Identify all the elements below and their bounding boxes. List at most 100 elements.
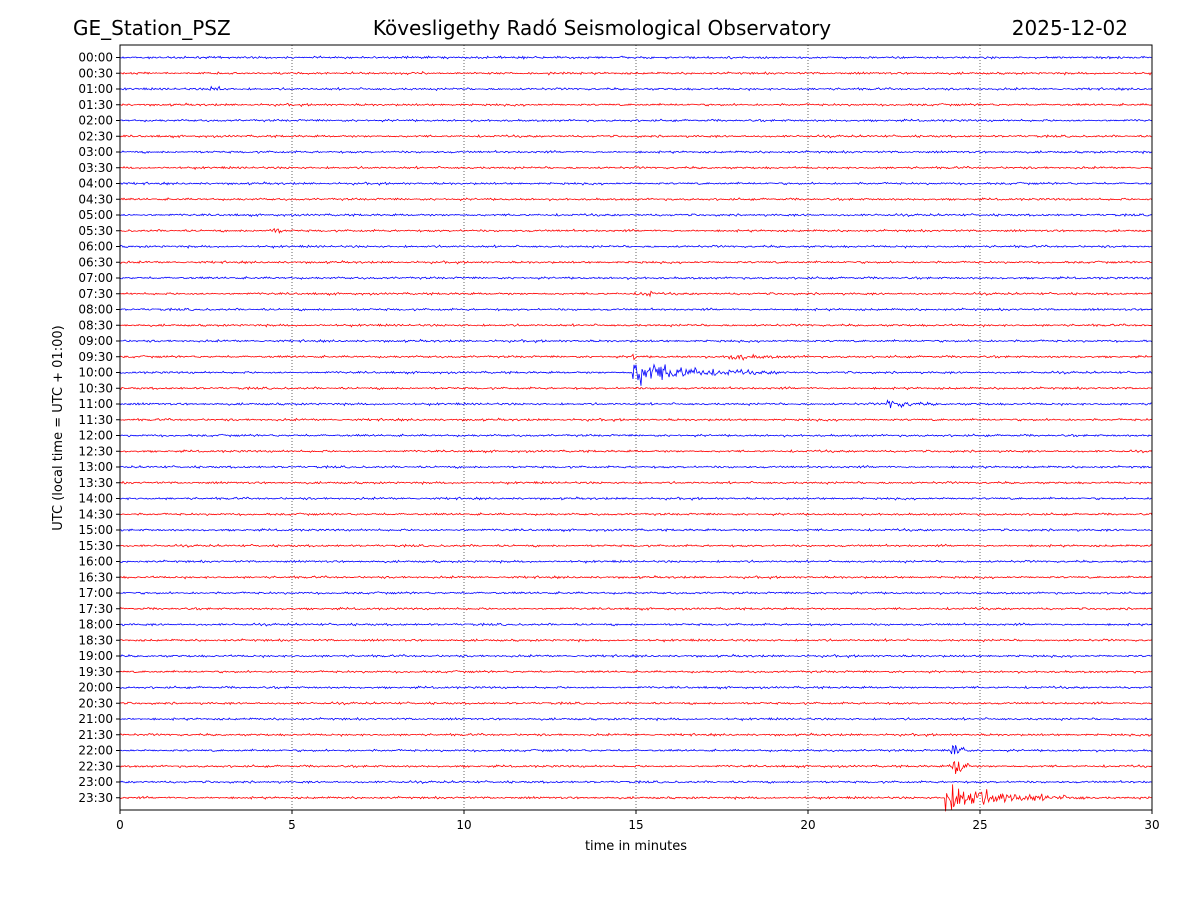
trace-group — [119, 55, 1153, 812]
y-tick-label: 07:00 — [78, 271, 113, 285]
y-tick-label: 15:00 — [78, 523, 113, 537]
y-tick-label: 11:00 — [78, 397, 113, 411]
trace-1730 — [119, 606, 1153, 611]
trace-1300 — [119, 464, 1153, 470]
trace-1800 — [119, 622, 1153, 627]
trace-2330 — [119, 784, 1153, 812]
trace-2230 — [119, 761, 1153, 774]
trace-1700 — [119, 590, 1153, 596]
y-tick-label: 18:00 — [78, 618, 113, 632]
y-tick-label: 00:00 — [78, 51, 113, 65]
y-tick-label: 15:30 — [78, 539, 113, 553]
y-tick-label: 21:00 — [78, 712, 113, 726]
trace-0830 — [119, 323, 1153, 328]
y-tick-label: 14:30 — [78, 507, 113, 521]
plot-frame — [119, 44, 1153, 811]
trace-0400 — [119, 181, 1153, 186]
trace-0300 — [119, 149, 1153, 155]
x-axis: 0 5 10 15 20 25 30 — [116, 810, 1160, 832]
station-title: GE_Station_PSZ — [73, 16, 231, 40]
y-tick-label: 21:30 — [78, 728, 113, 742]
trace-0700 — [119, 275, 1153, 281]
x-axis-label: time in minutes — [585, 839, 687, 854]
y-tick-label: 19:00 — [78, 649, 113, 663]
trace-1930 — [119, 669, 1153, 674]
y-tick-label: 06:00 — [78, 240, 113, 254]
x-tick-label: 5 — [288, 818, 296, 832]
trace-2130 — [119, 732, 1153, 738]
y-tick-label: 19:30 — [78, 665, 113, 679]
y-tick-label: 17:30 — [78, 602, 113, 616]
trace-2300 — [119, 779, 1153, 785]
y-axis-label: UTC (local time = UTC + 01:00) — [51, 325, 66, 530]
trace-0030 — [119, 71, 1153, 76]
y-tick-label: 06:30 — [78, 255, 113, 269]
trace-1130 — [119, 417, 1153, 423]
x-tick-label: 30 — [1144, 818, 1159, 832]
trace-2100 — [119, 716, 1153, 722]
y-tick-label: 22:30 — [78, 759, 113, 773]
y-tick-label: 18:30 — [78, 633, 113, 647]
y-tick-label: 22:00 — [78, 744, 113, 758]
trace-0530 — [119, 228, 1153, 234]
x-tick-label: 0 — [116, 818, 124, 832]
x-tick-label: 10 — [456, 818, 471, 832]
y-tick-label: 08:00 — [78, 303, 113, 317]
y-tick-label: 10:00 — [78, 366, 113, 380]
y-tick-label: 03:00 — [78, 145, 113, 159]
y-tick-label: 23:30 — [78, 791, 113, 805]
trace-0130 — [119, 102, 1153, 108]
trace-1430 — [119, 512, 1153, 517]
trace-1600 — [119, 559, 1153, 564]
y-tick-label: 07:30 — [78, 287, 113, 301]
y-tick-label: 00:30 — [78, 66, 113, 80]
trace-0630 — [119, 259, 1153, 265]
y-tick-label: 05:30 — [78, 224, 113, 238]
trace-0230 — [119, 134, 1153, 139]
y-tick-label: 16:30 — [78, 570, 113, 584]
y-tick-label: 08:30 — [78, 318, 113, 332]
grid-lines — [291, 45, 981, 810]
trace-0800 — [119, 307, 1153, 312]
y-tick-label: 23:00 — [78, 775, 113, 789]
trace-2200 — [119, 744, 1153, 755]
y-tick-label: 17:00 — [78, 586, 113, 600]
y-tick-label: 03:30 — [78, 161, 113, 175]
y-tick-label: 16:00 — [78, 555, 113, 569]
trace-0330 — [119, 165, 1153, 171]
trace-1500 — [119, 527, 1153, 533]
y-tick-label: 09:30 — [78, 350, 113, 364]
x-tick-label: 15 — [628, 818, 643, 832]
trace-0100 — [119, 85, 1153, 92]
trace-1030 — [119, 386, 1153, 391]
trace-0430 — [119, 197, 1153, 202]
y-tick-label: 11:30 — [78, 413, 113, 427]
trace-0000 — [119, 55, 1153, 60]
trace-1830 — [119, 638, 1153, 643]
trace-0900 — [119, 338, 1153, 344]
trace-1530 — [119, 543, 1153, 548]
y-tick-label: 05:00 — [78, 208, 113, 222]
y-tick-label: 13:30 — [78, 476, 113, 490]
y-tick-label: 01:30 — [78, 98, 113, 112]
trace-1230 — [119, 449, 1153, 454]
trace-0200 — [119, 118, 1153, 123]
trace-1900 — [119, 653, 1153, 659]
trace-0500 — [119, 212, 1153, 218]
y-tick-label: 12:00 — [78, 429, 113, 443]
y-tick-label: 01:00 — [78, 82, 113, 96]
y-tick-label: 09:00 — [78, 334, 113, 348]
y-tick-label: 14:00 — [78, 492, 113, 506]
y-tick-label: 02:30 — [78, 129, 113, 143]
trace-0930 — [119, 353, 1153, 361]
trace-0730 — [119, 290, 1153, 298]
x-tick-label: 25 — [972, 818, 987, 832]
y-tick-label: 12:30 — [78, 444, 113, 458]
trace-1330 — [119, 480, 1153, 486]
trace-1400 — [119, 496, 1153, 501]
date-title: 2025-12-02 — [1012, 16, 1128, 40]
trace-0600 — [119, 244, 1153, 249]
y-tick-label: 10:30 — [78, 381, 113, 395]
